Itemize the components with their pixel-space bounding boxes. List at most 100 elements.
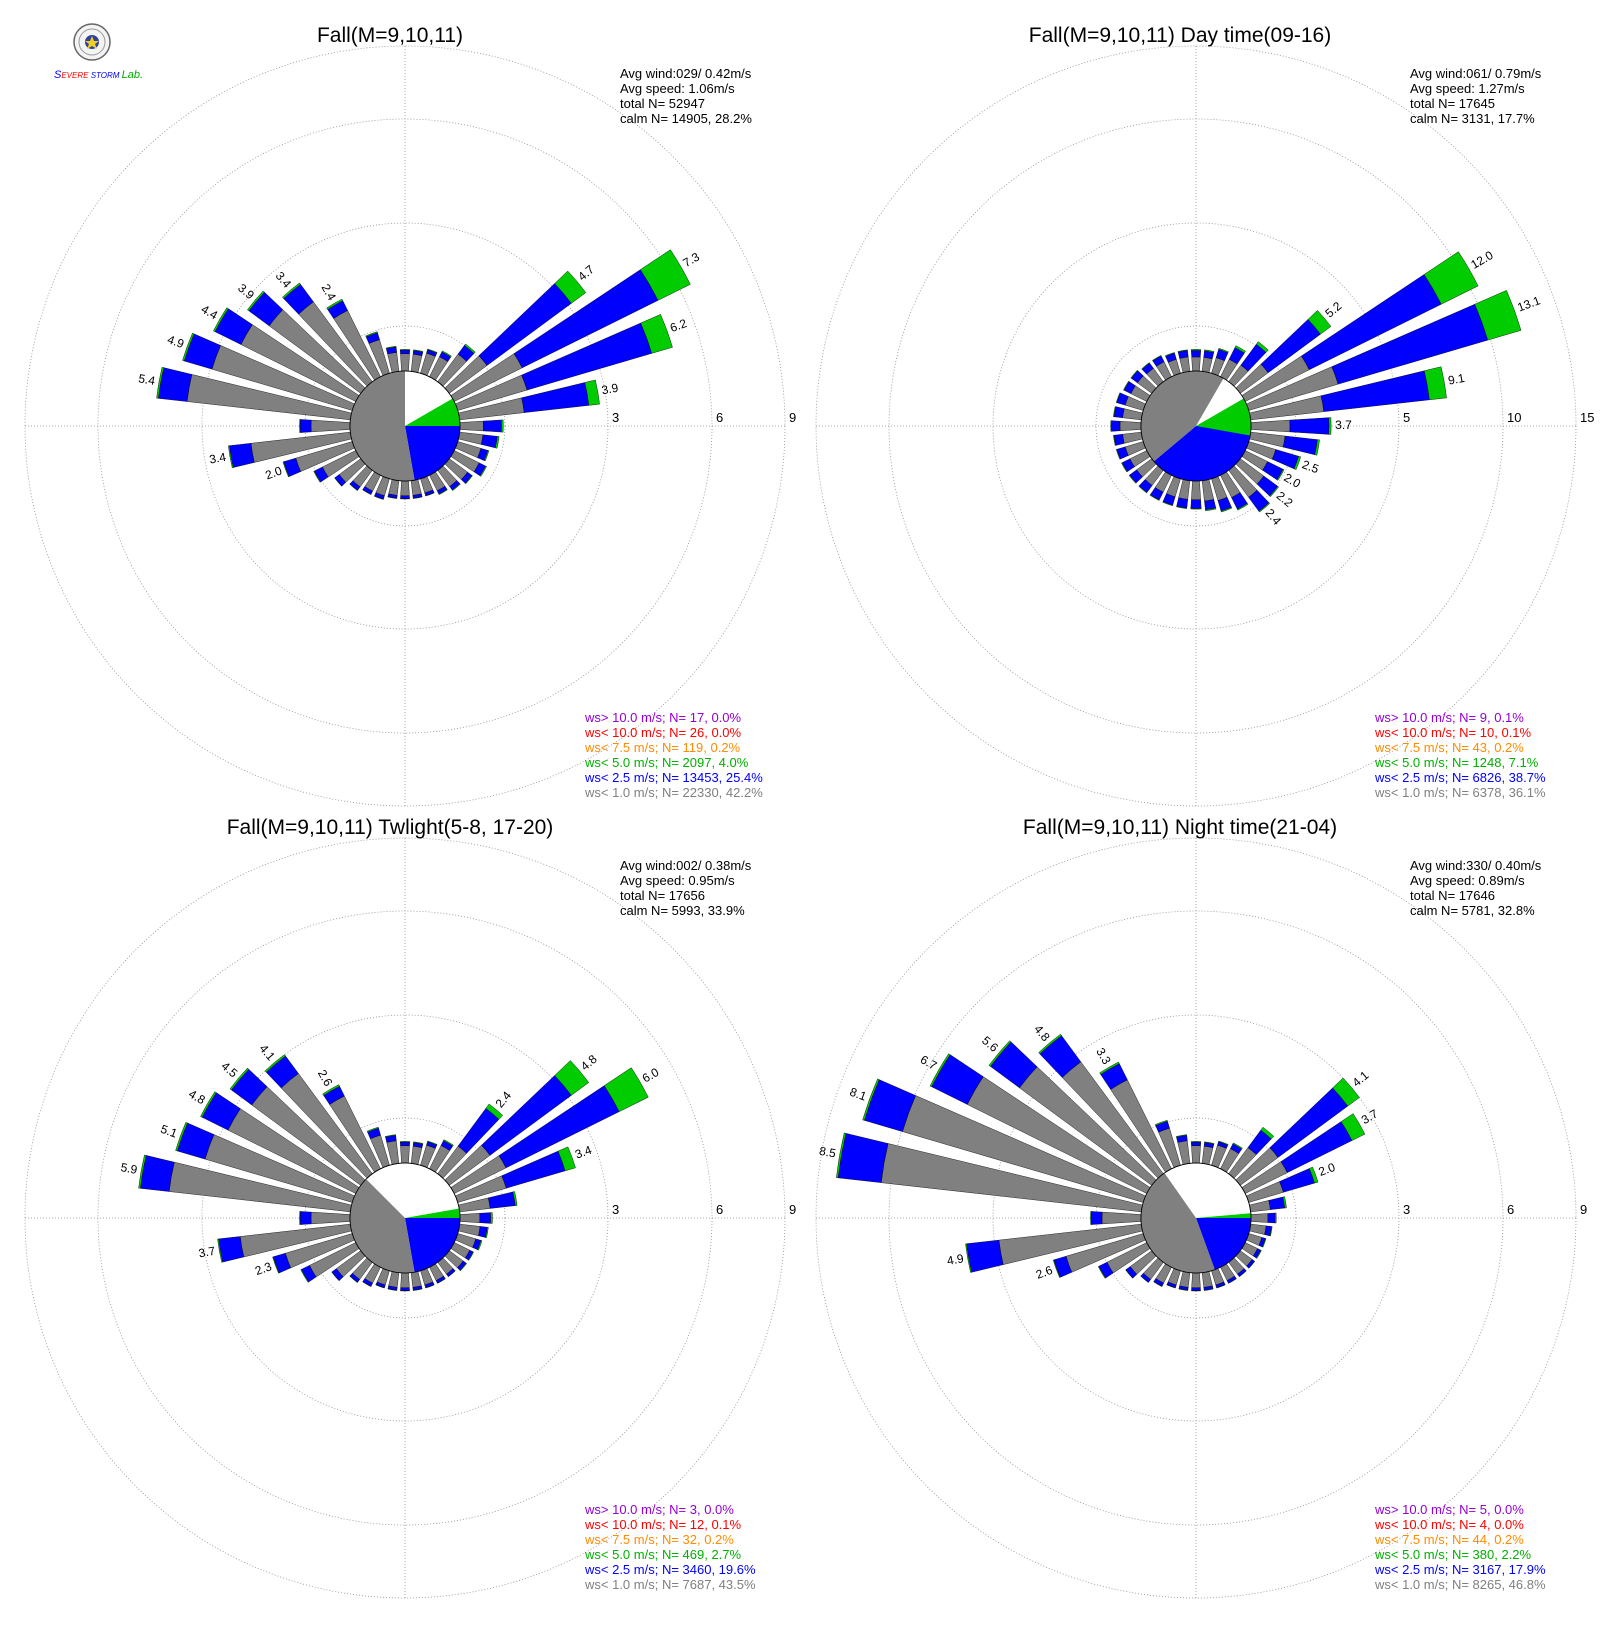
stats-line: calm N= 5993, 33.9% xyxy=(620,903,745,918)
bar-segment-lt-5 xyxy=(441,350,452,358)
legend-entry: ws< 5.0 m/s; N= 380, 2.2% xyxy=(1374,1547,1532,1562)
bar-segment-lt-5 xyxy=(554,1060,590,1096)
bar-segment-lt-2-5 xyxy=(479,1212,491,1224)
bar-segment-lt-5 xyxy=(349,1275,358,1283)
bar-segment-lt-5 xyxy=(1099,1061,1120,1075)
calm-sector xyxy=(1196,1218,1251,1270)
bar-segment-lt-5 xyxy=(427,1140,438,1146)
bar-value-label: 7.3 xyxy=(680,249,702,270)
bar-segment-lt-5 xyxy=(1232,1142,1243,1150)
calm-circle-outline xyxy=(349,1162,461,1274)
bar-segment-lt-2-5 xyxy=(1190,499,1202,509)
grid-ring xyxy=(1095,1117,1297,1319)
ring-label: 10 xyxy=(1507,410,1521,425)
bar-segment-lt-5 xyxy=(443,1139,454,1147)
chart-title: Fall(M=9,10,11) Day time(09-16) xyxy=(1029,24,1331,47)
bar-segment-lt-1 xyxy=(410,353,423,373)
bar-segment-lt-5 xyxy=(229,1067,250,1091)
bar-segment-lt-5 xyxy=(413,349,424,353)
bar-segment-lt-1 xyxy=(1122,431,1143,444)
bar-value-label: 4.7 xyxy=(575,262,597,284)
bar-segment-lt-2-5 xyxy=(1111,420,1121,432)
bar-segment-lt-5 xyxy=(1262,1238,1267,1248)
legend-entry: ws< 5.0 m/s; N= 2097, 4.0% xyxy=(584,755,749,770)
legend-entry: ws> 10.0 m/s; N= 5, 0.0% xyxy=(1374,1502,1524,1517)
bar-segment-lt-5 xyxy=(929,1053,951,1088)
grid-ring xyxy=(97,118,713,734)
stats-line: Avg wind:002/ 0.38m/s xyxy=(620,858,752,873)
bar-value-label: 2.6 xyxy=(315,1067,336,1089)
bar-segment-lt-5 xyxy=(365,331,378,338)
bar-segment-lt-5 xyxy=(1218,1140,1229,1146)
bar-segment-lt-5 xyxy=(1248,1260,1256,1269)
bar-segment-lt-1 xyxy=(1191,1145,1201,1164)
ring-label: 3 xyxy=(612,410,619,425)
bar-segment-lt-5 xyxy=(375,1284,385,1289)
wind-rose-panel: 3 6 9 2.4 4.8 6.0 3.4 2.3 3.7 5.9 5.1 4.8 4.5 4.1 2.6 F… xyxy=(24,816,796,1599)
stats-line: Avg speed: 0.95m/s xyxy=(620,873,735,888)
bar-segment-lt-5 xyxy=(485,1103,503,1120)
bar-segment-lt-5 xyxy=(334,477,343,487)
bar-value-label: 9.1 xyxy=(1447,371,1466,388)
ring-label: 6 xyxy=(716,410,723,425)
bar-segment-lt-5 xyxy=(1307,310,1332,335)
bar-segment-lt-1 xyxy=(410,1145,423,1165)
bar-segment-lt-5 xyxy=(138,1154,147,1189)
bar-segment-lt-5 xyxy=(1052,1259,1061,1278)
ring-label: 9 xyxy=(789,410,796,425)
legend-entry: ws< 1.0 m/s; N= 22330, 42.2% xyxy=(584,785,763,800)
grid-ring xyxy=(888,910,1504,1526)
bar-segment-lt-5 xyxy=(640,249,691,301)
bar-segment-lt-5 xyxy=(1038,1033,1062,1055)
bar-segment-lt-1 xyxy=(1101,1211,1142,1225)
calm-sector xyxy=(1140,1172,1215,1273)
bar-segment-lt-5 xyxy=(1274,1212,1277,1224)
bar-segment-lt-5 xyxy=(387,496,398,499)
bar-value-label: 6.7 xyxy=(918,1052,940,1073)
bar-segment-lt-2-5 xyxy=(1267,1212,1276,1224)
bar-segment-lt-2-5 xyxy=(488,1191,516,1209)
bar-value-label: 3.7 xyxy=(198,1244,217,1261)
legend-entry: ws< 2.5 m/s; N= 13453, 25.4% xyxy=(584,770,763,785)
ring-label: 5 xyxy=(1403,410,1410,425)
legend-entry: ws< 10.0 m/s; N= 10, 0.1% xyxy=(1374,725,1532,740)
legend-entry: ws< 10.0 m/s; N= 4, 0.0% xyxy=(1374,1517,1524,1532)
bar-segment-lt-5 xyxy=(1269,1226,1273,1237)
bar-segment-lt-5 xyxy=(1110,420,1112,432)
bar-segment-lt-2-5 xyxy=(229,443,255,468)
bar-segment-lt-5 xyxy=(400,498,410,500)
bar-segment-lt-5 xyxy=(451,483,461,491)
legend-entry: ws< 5.0 m/s; N= 1248, 7.1% xyxy=(1374,755,1539,770)
bar-segment-lt-5 xyxy=(349,483,358,491)
bar-segment-lt-1 xyxy=(410,479,422,496)
bar-value-label: 8.1 xyxy=(848,1085,869,1104)
bar-segment-lt-5 xyxy=(313,470,321,483)
bar-value-label: 4.8 xyxy=(1031,1022,1053,1044)
bar-segment-lt-5 xyxy=(1190,508,1202,510)
grid-ring xyxy=(201,222,609,630)
bar-segment-lt-5 xyxy=(1203,1288,1214,1291)
bar-segment-lt-5 xyxy=(425,492,435,497)
ring-label: 9 xyxy=(1580,1202,1587,1217)
grid-ring xyxy=(304,1117,506,1319)
bar-value-label: 4.8 xyxy=(186,1087,208,1108)
legend-entry: ws> 10.0 m/s; N= 9, 0.1% xyxy=(1374,710,1524,725)
bar-value-label: 3.9 xyxy=(600,381,619,398)
bar-segment-lt-5 xyxy=(282,282,301,299)
bar-value-label: 6.2 xyxy=(668,316,689,335)
bar-segment-lt-5 xyxy=(1474,290,1522,341)
grid-ring xyxy=(97,910,713,1526)
bar-segment-lt-5 xyxy=(603,1067,649,1112)
stats-line: total N= 17645 xyxy=(1410,96,1495,111)
bar-value-label: 2.4 xyxy=(493,1088,515,1110)
bar-segment-lt-1 xyxy=(388,479,400,496)
ring-label: 3 xyxy=(1403,1202,1410,1217)
bar-segment-lt-5 xyxy=(1123,380,1130,391)
bar-segment-lt-2-5 xyxy=(483,419,502,433)
bar-segment-lt-5 xyxy=(490,1212,493,1224)
bar-segment-lt-5 xyxy=(374,495,384,500)
bar-segment-lt-5 xyxy=(272,1256,280,1274)
legend-entry: ws< 7.5 m/s; N= 119, 0.2% xyxy=(584,740,741,755)
bar-segment-lt-5 xyxy=(1205,507,1217,512)
